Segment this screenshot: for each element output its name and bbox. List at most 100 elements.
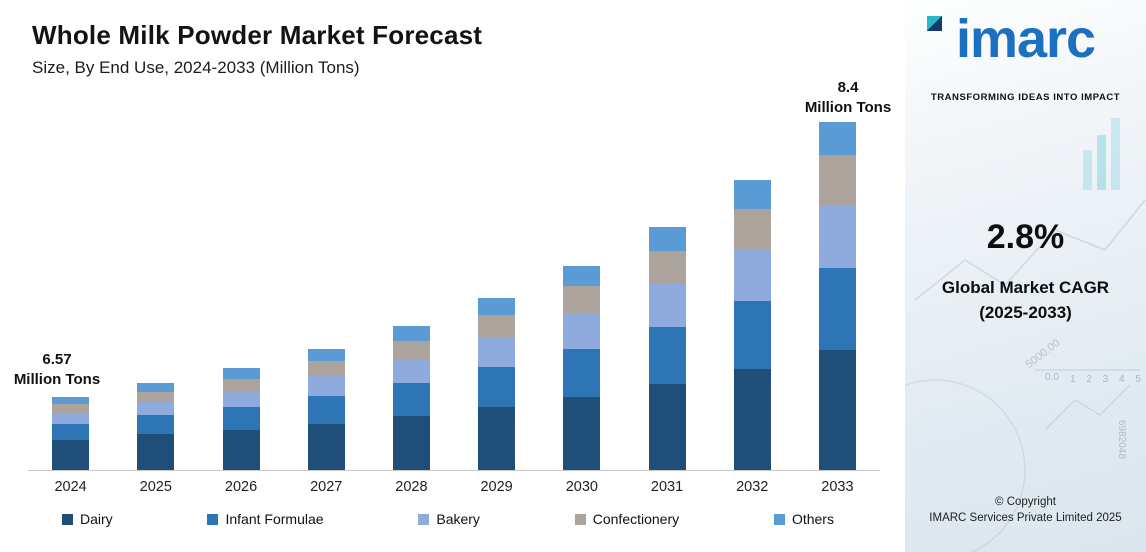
x-axis-label-2031: 2031	[650, 479, 684, 495]
segment-confectionery-2033	[818, 155, 856, 205]
segment-others-2031	[648, 227, 686, 251]
segment-bakery-2028	[392, 359, 430, 383]
bar-slot-2027	[284, 100, 369, 470]
stacked-bar-2026	[222, 368, 260, 470]
imarc-logo: imarc	[905, 8, 1146, 70]
chart-legend: Dairy Infant Formulae Bakery Confectionery O…	[62, 511, 834, 527]
legend-swatch-confectionery	[574, 513, 586, 525]
imarc-logo-text: imarc	[955, 9, 1096, 69]
segment-infant-formulae-2033	[818, 268, 856, 350]
segment-dairy-2024	[52, 440, 90, 470]
segment-others-2032	[733, 180, 771, 209]
bar-slot-2026	[198, 100, 283, 470]
segment-confectionery-2029	[478, 315, 516, 337]
imarc-tagline: TRANSFORMING IDEAS INTO IMPACT	[930, 92, 1121, 103]
copyright-line1: © Copyright	[995, 496, 1056, 508]
annotation-2033-value: 8.4	[837, 79, 859, 96]
x-axis-label-2025: 2025	[139, 479, 172, 495]
segment-confectionery-2024	[52, 404, 90, 413]
stacked-bar-2033	[818, 122, 856, 470]
legend-item-others: Others	[773, 511, 834, 527]
segment-bakery-2026	[222, 391, 260, 407]
segment-dairy-2031	[648, 384, 686, 470]
stacked-bar-2032	[733, 180, 771, 470]
page-title: Whole Milk Powder Market Forecast	[32, 20, 483, 50]
decor-number: 1 2 3 4 5	[1070, 374, 1145, 385]
bar-slot-2025	[113, 100, 198, 470]
imarc-logo-mark-icon	[927, 16, 942, 31]
legend-swatch-others	[773, 513, 785, 525]
bar-slot-2024	[28, 100, 113, 470]
bar-slot-2032	[710, 100, 795, 470]
segment-others-2033	[818, 122, 856, 155]
annotation-2033-total: 8.4 Million Tons	[790, 78, 906, 118]
info-sidebar: imarc TRANSFORMING IDEAS INTO IMPACT 2.8…	[905, 0, 1146, 552]
legend-swatch-dairy	[62, 513, 73, 525]
segment-confectionery-2027	[307, 361, 345, 376]
cagr-label-line2: (2025-2033)	[979, 303, 1072, 322]
segment-dairy-2028	[392, 416, 430, 470]
decor-number: 5000.00	[1023, 337, 1063, 371]
decor-number: 0.0	[1045, 372, 1059, 383]
segment-infant-formulae-2030	[563, 349, 601, 397]
legend-swatch-bakery	[418, 513, 430, 525]
segment-confectionery-2026	[222, 379, 260, 391]
annotation-2024-unit: Million Tons	[13, 371, 101, 388]
segment-confectionery-2028	[392, 341, 430, 359]
page-subtitle: Size, By End Use, 2024-2033 (Million Ton…	[32, 58, 360, 77]
segment-bakery-2030	[563, 313, 601, 349]
segment-infant-formulae-2025	[137, 415, 175, 434]
legend-label-infant-formulae: Infant Formulae	[225, 511, 324, 527]
bar-slot-2033	[795, 100, 880, 470]
segment-dairy-2025	[137, 434, 175, 470]
cagr-label-line1: Global Market CAGR	[941, 278, 1110, 297]
segment-bakery-2029	[478, 337, 516, 367]
segment-infant-formulae-2024	[52, 424, 90, 440]
copyright-line2: IMARC Services Private Limited 2025	[929, 512, 1122, 524]
bar-slot-2028	[369, 100, 454, 470]
segment-bakery-2032	[733, 249, 771, 301]
copyright: © Copyright IMARC Services Private Limit…	[905, 494, 1146, 526]
stacked-bar-2031	[648, 227, 686, 470]
segment-dairy-2029	[478, 407, 516, 470]
x-axis-label-2028: 2028	[395, 479, 428, 495]
legend-swatch-infant-formulae	[207, 513, 219, 525]
bar-slot-2031	[624, 100, 709, 470]
stacked-bar-2028	[392, 326, 430, 470]
stacked-bar-2030	[563, 266, 601, 470]
x-axis-label-2032: 2032	[736, 479, 769, 495]
segment-confectionery-2025	[137, 392, 175, 402]
segment-bakery-2033	[818, 205, 856, 268]
x-axis-label-2033: 2033	[821, 479, 854, 495]
x-axis-label-2027: 2027	[310, 479, 343, 495]
segment-others-2029	[478, 298, 516, 315]
legend-item-dairy: Dairy	[62, 511, 113, 527]
legend-item-confectionery: Confectionery	[574, 511, 680, 527]
segment-others-2025	[137, 383, 175, 392]
x-axis-label-2029: 2029	[480, 479, 513, 495]
x-axis-label-2030: 2030	[565, 479, 598, 495]
segment-dairy-2027	[307, 424, 345, 470]
segment-bakery-2027	[307, 376, 345, 396]
legend-label-confectionery: Confectionery	[592, 511, 680, 527]
segment-others-2028	[392, 326, 430, 341]
segment-dairy-2026	[222, 430, 260, 470]
segment-others-2026	[222, 368, 260, 379]
bar-slot-2030	[539, 100, 624, 470]
bars-container	[28, 100, 880, 470]
stacked-bar-2029	[478, 298, 516, 470]
segment-confectionery-2030	[563, 286, 601, 313]
segment-others-2024	[52, 397, 90, 404]
cagr-block: 2.8% Global Market CAGR (2025-2033)	[905, 218, 1146, 325]
cagr-value: 2.8%	[986, 218, 1065, 256]
segment-confectionery-2031	[648, 251, 686, 284]
stacked-bar-chart	[28, 100, 880, 470]
segment-others-2030	[563, 266, 601, 286]
annotation-2024-total: 6.57 Million Tons	[2, 350, 112, 390]
segment-infant-formulae-2031	[648, 327, 686, 384]
x-axis-line	[28, 470, 880, 471]
x-axis-label-2024: 2024	[54, 479, 87, 495]
segment-confectionery-2032	[733, 209, 771, 249]
segment-others-2027	[307, 349, 345, 361]
